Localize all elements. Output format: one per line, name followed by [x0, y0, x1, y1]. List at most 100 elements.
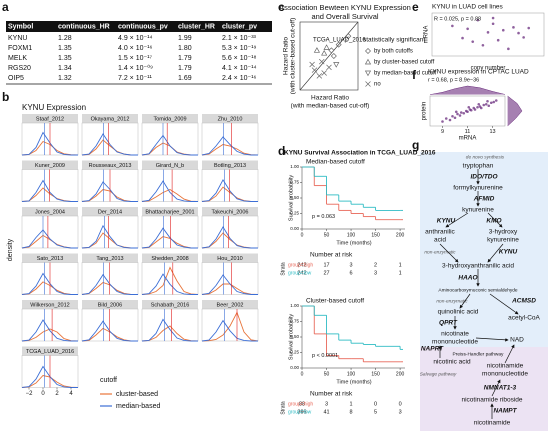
point [494, 99, 498, 102]
metabolite: nicotinamide [474, 420, 511, 427]
point [479, 106, 483, 110]
strip [82, 160, 138, 170]
arrow [491, 379, 501, 397]
table-header: cluster_pv [222, 23, 257, 30]
x-tick-label: 50 [324, 232, 330, 238]
risk-title: Number at risk [310, 391, 353, 398]
metabolite: acid [434, 237, 446, 244]
strip [22, 346, 78, 356]
point [481, 43, 485, 47]
density-line [201, 226, 258, 249]
point [491, 22, 495, 26]
strip [202, 114, 258, 123]
panel-title: Hou_2010 [217, 256, 242, 262]
panel-title: Bhattacharjee_2001 [145, 209, 194, 215]
density-line [201, 144, 259, 156]
point [335, 41, 342, 48]
table-header: Symbol [8, 23, 33, 30]
table-cell: RGS20 [8, 65, 31, 72]
table-cell: 4.0 × 10⁻¹⁶ [118, 45, 153, 52]
enzyme: KYNU [437, 218, 456, 225]
density-line [81, 320, 138, 342]
risk-count: 1 [399, 262, 402, 268]
point [323, 44, 330, 50]
point [451, 114, 454, 118]
panel-title: Kuner_2009 [35, 163, 65, 169]
point [527, 26, 531, 30]
y-axis-label: (with cluster-based cut-off) [290, 18, 297, 94]
point [484, 102, 488, 106]
panel-letter: a [2, 0, 9, 14]
table-cell: 1.79 [178, 55, 192, 62]
legend-marker [364, 58, 372, 65]
metabolite: Salvage pathway [420, 371, 457, 377]
metabolite: anthranilic [425, 229, 455, 236]
y-axis-label: protein [422, 102, 428, 120]
panel-title: Wilkerson_2012 [30, 302, 69, 308]
panel-frame [201, 262, 259, 295]
panel-letter: g [412, 138, 419, 152]
metabolite: formylkynurenine [453, 185, 503, 192]
density-line [141, 227, 198, 249]
strip [142, 160, 198, 170]
legend-label: by cluster-based cutoff [374, 60, 435, 66]
x-tick-label: 0 [301, 371, 304, 377]
arrow [489, 293, 519, 315]
salvage-box [420, 347, 548, 431]
marginal-density-x [429, 85, 506, 95]
risk-count: 5 [374, 409, 377, 415]
point [311, 67, 318, 73]
panel-title: Schabath_2016 [151, 302, 190, 308]
panel-frame [81, 308, 139, 342]
table-cell: 1.34 [58, 65, 72, 72]
density-line [141, 318, 198, 342]
y-axis-label: mRNA [424, 26, 430, 44]
point [469, 108, 473, 112]
x-axis-label: Time (months) [336, 240, 371, 246]
density-line [141, 134, 198, 156]
x-tick-label: 11 [465, 129, 471, 135]
point [466, 27, 469, 31]
panel-letter: c [278, 0, 285, 14]
metabolite: non-enzymatic [436, 298, 468, 304]
point [486, 31, 490, 34]
risk-count: 0 [399, 401, 402, 407]
y-tick-label: 0.75 [290, 319, 299, 324]
annotation: r = 0.68, p = 8.9e−36 [428, 77, 479, 83]
point [458, 114, 462, 117]
x-axis-label: mRNA [459, 136, 477, 142]
table-cell: OIP5 [8, 75, 24, 82]
legend-title: cutoff [100, 377, 117, 384]
risk-strata-title: Strata [280, 401, 286, 415]
risk-title: Number at risk [310, 252, 353, 259]
metabolite: kynurenine [487, 237, 519, 244]
x-tick-label: 13 [489, 129, 495, 135]
strip [82, 300, 138, 309]
y-tick-label: 0.50 [290, 195, 299, 200]
chart-title: and Overall Survival [311, 12, 378, 21]
density-line [141, 325, 199, 342]
y-tick-label: 0.00 [290, 365, 299, 370]
risk-count: 8 [350, 409, 353, 415]
point [326, 64, 332, 71]
x-axis-label: copy number [471, 66, 506, 72]
point [491, 16, 495, 20]
metabolite: quinolinic acid [438, 309, 479, 316]
x-tick-label: −2 [26, 391, 34, 397]
panel-title: Tang_2013 [96, 256, 123, 262]
panel-frame [201, 169, 259, 202]
enzyme: IDO/TDO [470, 174, 497, 181]
x-tick-label: 50 [324, 371, 330, 377]
panel-letter: b [2, 90, 9, 104]
point [453, 116, 457, 120]
table-cell: 1.79 [178, 65, 192, 72]
risk-count: 1 [350, 401, 353, 407]
y-tick-label: 0.75 [290, 180, 299, 185]
density-line [21, 319, 78, 342]
strip [142, 253, 198, 263]
arrow [487, 212, 503, 228]
point [512, 26, 515, 29]
panel-title: Takeuchi_2006 [211, 209, 248, 215]
panel-title: Der_2014 [98, 209, 122, 215]
point [482, 103, 486, 107]
